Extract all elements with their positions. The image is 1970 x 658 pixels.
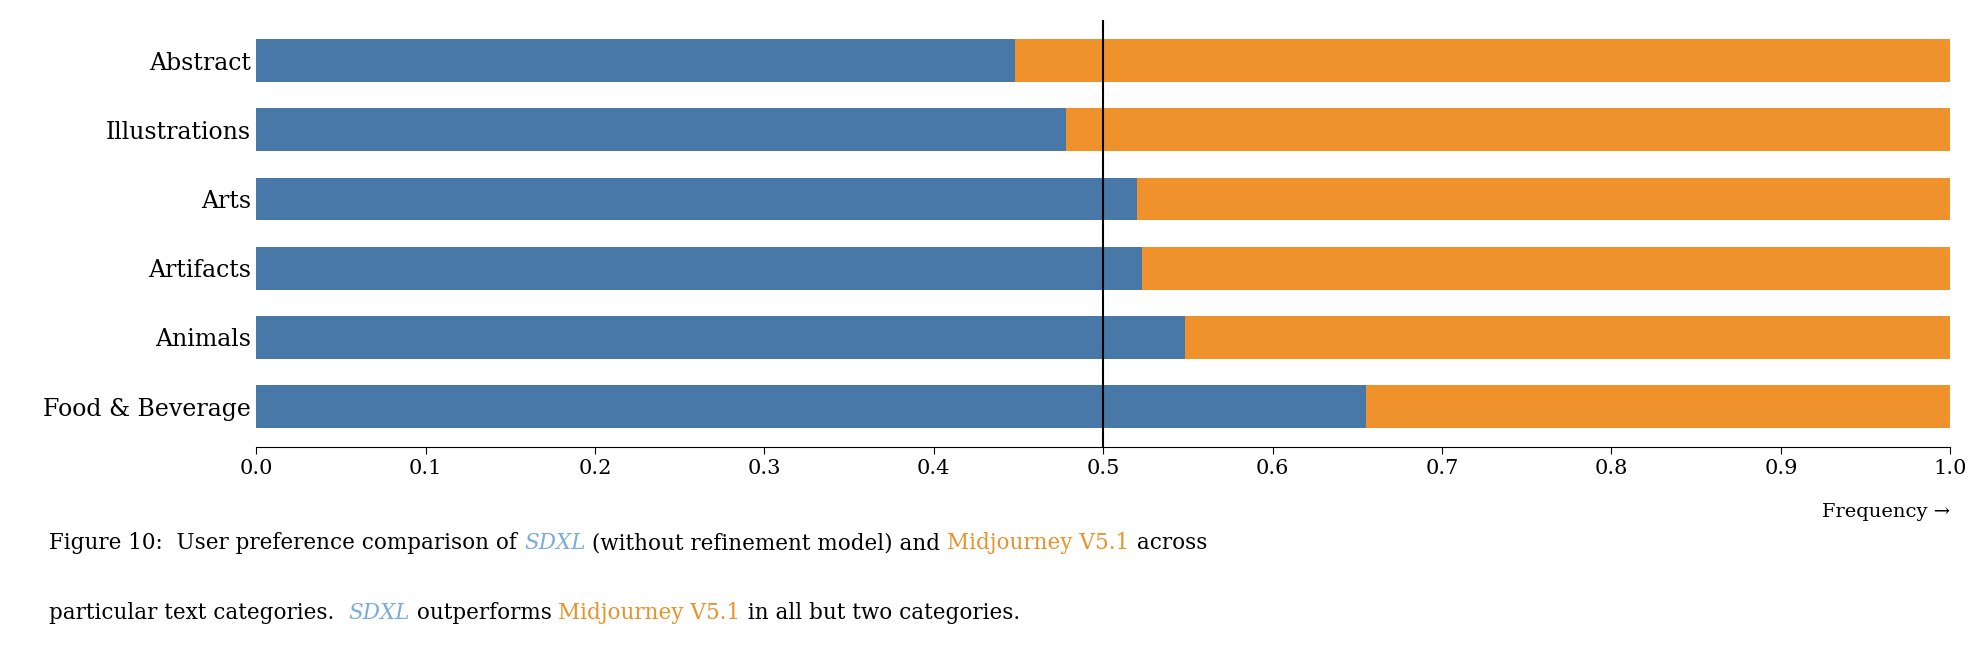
Bar <box>256 247 1143 290</box>
Text: Figure 10:  User preference comparison of: Figure 10: User preference comparison of <box>49 532 524 555</box>
Text: SDXL: SDXL <box>524 532 585 555</box>
Text: Midjourney V5.1: Midjourney V5.1 <box>948 532 1129 555</box>
Text: SDXL: SDXL <box>349 601 410 624</box>
Bar <box>256 178 1137 220</box>
Text: (without refinement model) and: (without refinement model) and <box>585 532 948 555</box>
Bar <box>1365 385 1950 428</box>
Bar <box>1066 109 1950 151</box>
Bar <box>1143 247 1950 290</box>
Text: particular text categories.: particular text categories. <box>49 601 349 624</box>
Bar <box>256 39 1015 82</box>
Bar <box>1184 316 1950 359</box>
Text: across: across <box>1129 532 1208 555</box>
Bar <box>256 109 1066 151</box>
Text: in all but two categories.: in all but two categories. <box>741 601 1020 624</box>
Bar <box>256 316 1184 359</box>
Text: outperforms: outperforms <box>410 601 559 624</box>
Text: Frequency →: Frequency → <box>1822 503 1950 521</box>
Bar <box>256 385 1365 428</box>
Text: Midjourney V5.1: Midjourney V5.1 <box>559 601 741 624</box>
Bar <box>1137 178 1950 220</box>
Bar <box>1015 39 1950 82</box>
